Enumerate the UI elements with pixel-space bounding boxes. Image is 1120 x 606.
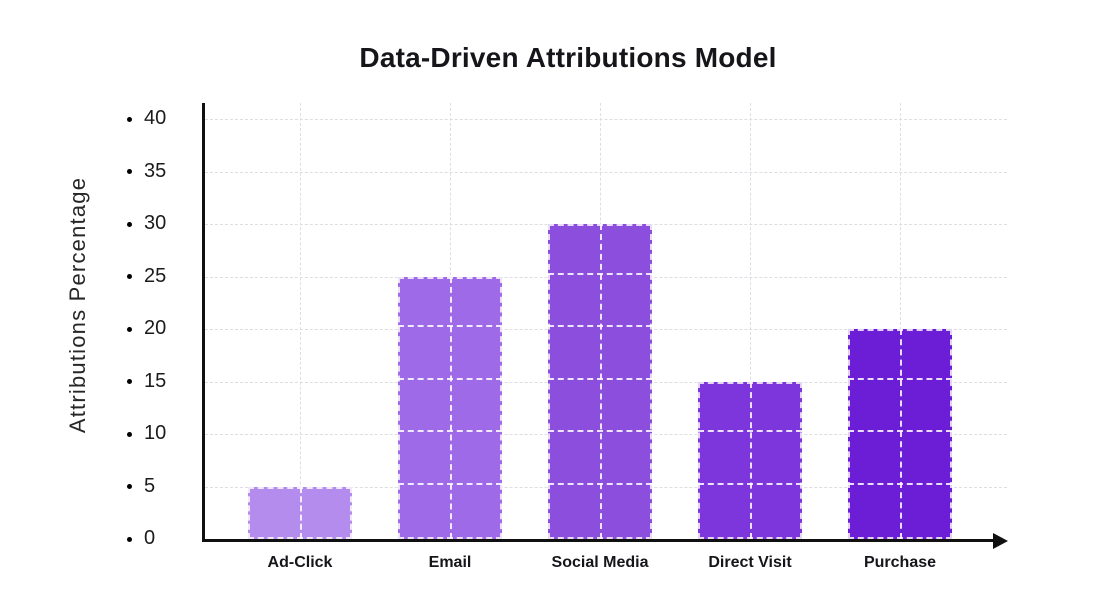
y-tick-label: 20	[144, 317, 167, 339]
y-tick-bullet	[127, 116, 132, 122]
bar-gridline-vertical	[300, 486, 302, 539]
y-tick-bullet	[127, 169, 132, 174]
gridline-vertical	[300, 103, 301, 539]
y-tick-label: 15	[144, 369, 167, 392]
y-tick-label: 30	[144, 212, 167, 234]
y-tick-bullet	[127, 536, 132, 542]
y-tick-label: 0	[144, 527, 156, 549]
bar-social-media	[548, 224, 652, 539]
bar-gridline-vertical	[450, 276, 452, 539]
bar-gridline-vertical	[900, 329, 902, 539]
y-tick-bullet	[127, 221, 132, 227]
y-tick-bullet	[127, 484, 132, 489]
x-axis-arrow-icon	[993, 533, 1008, 549]
bar-direct-visit	[698, 381, 802, 539]
y-tick-bullet	[127, 274, 132, 279]
gridline-horizontal	[205, 119, 1007, 120]
bar-gridline-vertical	[600, 224, 602, 539]
y-tick-label: 10	[144, 422, 167, 444]
gridline-horizontal	[205, 171, 1007, 173]
y-axis-line	[202, 103, 205, 542]
bar-gridline-vertical	[750, 381, 752, 539]
y-tick-bullet	[127, 326, 132, 332]
y-tick-label: 40	[144, 107, 167, 129]
bar-ad-click	[248, 486, 352, 539]
chart-title: Data-Driven Attributions Model	[359, 42, 777, 73]
x-axis-label-email: Email	[428, 554, 472, 571]
y-tick-label: 25	[144, 264, 167, 287]
y-tick-label: 5	[144, 474, 156, 497]
gridline-vertical	[750, 103, 751, 539]
x-axis-label-social-media: Social Media	[551, 554, 649, 571]
y-tick-label: 35	[144, 159, 167, 182]
x-axis-line	[202, 539, 994, 542]
x-axis-label-ad-click: Ad-Click	[267, 554, 333, 571]
bar-email	[398, 276, 502, 539]
gridline-vertical	[900, 103, 901, 539]
y-tick-bullet	[127, 379, 132, 384]
x-axis-label-direct-visit: Direct Visit	[708, 554, 792, 571]
x-axis-label-purchase: Purchase	[863, 554, 937, 571]
y-tick-bullet	[127, 431, 132, 437]
y-axis-title: Attributions Percentage	[65, 176, 90, 434]
bar-purchase	[848, 329, 952, 539]
